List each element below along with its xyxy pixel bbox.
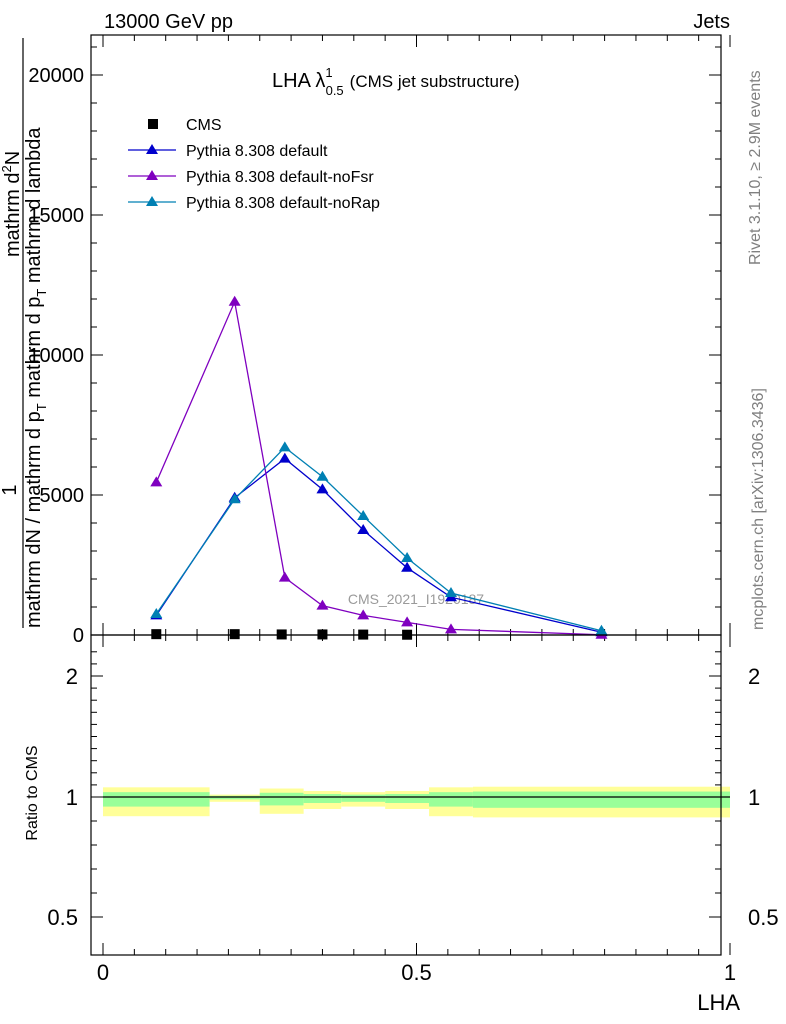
legend-label-norap: Pythia 8.308 default-noRap <box>186 195 380 212</box>
y-label-line2: mathrm d2N <box>0 151 24 257</box>
ratio-band-green <box>385 793 430 803</box>
legend-label-default: Pythia 8.308 default <box>186 143 328 160</box>
data-point-cms <box>151 629 162 640</box>
data-point-pythia-8-308-default-norap <box>595 624 608 635</box>
ratio-y-tick-label-left: 0.5 <box>47 905 78 930</box>
legend-marker-norap <box>146 196 158 206</box>
y-tick-label: 5000 <box>40 485 85 507</box>
ratio-band-green <box>341 794 386 802</box>
ratio-band-green <box>303 793 342 803</box>
data-point-pythia-8-308-default-nofsr <box>228 295 241 306</box>
data-point-pythia-8-308-default-norap <box>357 510 370 520</box>
data-point-pythia-8-308-default-nofsr <box>401 616 414 627</box>
data-point-pythia-8-308-default-nofsr <box>444 623 457 634</box>
ratio-band-green <box>259 792 304 806</box>
data-point-pythia-8-308-default <box>401 561 414 572</box>
ratio-panel-frame <box>90 634 722 956</box>
ratio-y-tick-label-right: 2 <box>748 664 760 689</box>
ratio-band-green <box>103 792 210 807</box>
y-axis-label-main: 1 mathrm d2N mathrm dN / mathrm d pT mat… <box>0 38 49 628</box>
data-point-pythia-8-308-default <box>357 524 370 534</box>
ratio-uncertainty-bands <box>103 786 730 818</box>
x-tick-label: 0.5 <box>401 960 432 985</box>
data-point-pythia-8-308-default-norap <box>401 552 414 562</box>
legend-label-cms: CMS <box>186 117 222 134</box>
data-point-pythia-8-308-default-norap <box>228 493 241 504</box>
legend-label-nofsr: Pythia 8.308 default-noFsr <box>186 169 374 186</box>
y-tick-label: 10000 <box>28 345 84 367</box>
data-point-pythia-8-308-default-norap <box>278 441 291 452</box>
y-tick-label: 15000 <box>28 205 84 227</box>
series-line-pythia-8-308-default-norap <box>155 446 602 632</box>
ratio-band-green <box>429 792 473 807</box>
data-point-pythia-8-308-default-nofsr <box>278 571 291 582</box>
legend-marker-cms <box>148 119 158 129</box>
data-point-pythia-8-308-default-nofsr <box>150 476 163 487</box>
y-tick-label: 20000 <box>28 65 84 87</box>
header-left: 13000 GeV pp <box>104 11 233 33</box>
data-point-pythia-8-308-default-norap <box>444 587 457 597</box>
legend: CMS Pythia 8.308 default Pythia 8.308 de… <box>128 117 380 212</box>
rivet-label: Rivet 3.1.10, ≥ 2.9M events <box>747 70 764 265</box>
ratio-y-tick-label-left: 2 <box>66 664 78 689</box>
series-layer <box>150 295 608 640</box>
plot-title: LHA λ1 0.5 (CMS jet substructure) <box>272 65 520 98</box>
data-point-pythia-8-308-default-nofsr <box>357 609 370 620</box>
y-tick-label: 0 <box>73 625 84 647</box>
data-point-pythia-8-308-default <box>278 452 291 463</box>
analysis-watermark: CMS_2021_I1920187 <box>348 591 484 607</box>
series-line-pythia-8-308-default-nofsr <box>155 299 602 636</box>
ratio-y-tick-label-right: 1 <box>748 785 760 810</box>
x-axis-label: LHA <box>697 990 740 1015</box>
ratio-band-green <box>472 791 730 808</box>
legend-marker-default <box>146 144 158 154</box>
data-point-pythia-8-308-default-nofsr <box>316 599 329 610</box>
y-axis-label-ratio: Ratio to CMS <box>24 745 41 840</box>
legend-marker-nofsr <box>146 170 158 180</box>
main-panel-axes: 0 5000 10000 15000 20000 <box>28 35 731 647</box>
data-point-cms <box>229 629 240 640</box>
mcplots-label: mcplots.cern.ch [arXiv:1306.3436] <box>750 388 767 630</box>
y-label-line3: mathrm dN / mathrm d pT mathrm d pT math… <box>23 127 49 628</box>
ratio-y-tick-label-right: 0.5 <box>748 905 779 930</box>
data-point-pythia-8-308-default-norap <box>316 470 329 481</box>
header-right: Jets <box>693 11 730 33</box>
data-point-pythia-8-308-default-norap <box>150 608 163 618</box>
x-tick-label: 0 <box>97 960 109 985</box>
x-tick-label: 1 <box>724 960 736 985</box>
data-point-pythia-8-308-default <box>316 483 329 494</box>
ratio-panel-axes: 0.5 0.5 1 1 2 2 0 0.5 1 <box>47 635 779 985</box>
y-label-line1: 1 <box>0 484 21 495</box>
ratio-y-tick-label-left: 1 <box>66 785 78 810</box>
